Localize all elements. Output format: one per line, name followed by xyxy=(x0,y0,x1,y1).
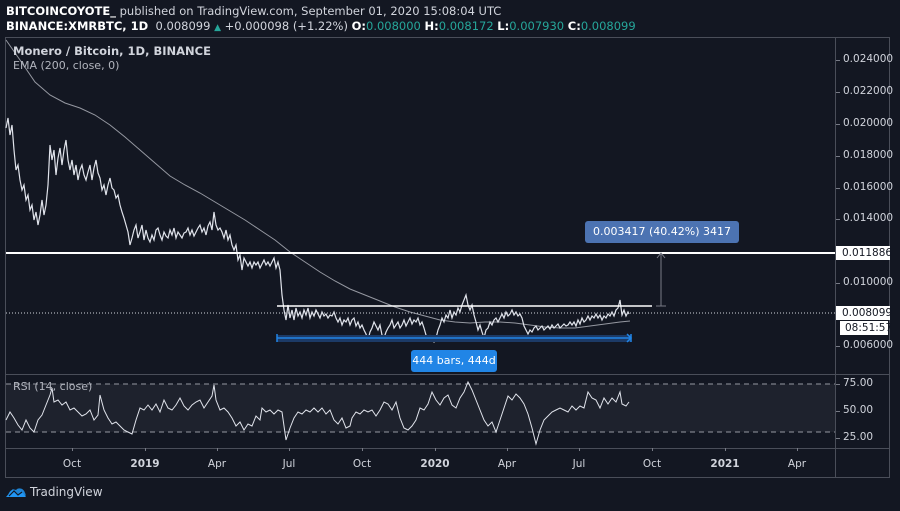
published-text: published on TradingView.com, September … xyxy=(119,4,502,18)
time-axis-separator xyxy=(5,448,890,449)
time-label: Oct xyxy=(642,458,662,470)
author-name[interactable]: BITCOINCOYOTE_ xyxy=(6,4,116,18)
series-legend[interactable]: Monero / Bitcoin, 1D, BINANCE xyxy=(13,44,211,58)
time-label: Jul xyxy=(282,458,296,470)
close-label: C: xyxy=(567,19,581,33)
symbol-info: BINANCE:XMRBTC, 1D 0.008099 ▲ +0.000098 … xyxy=(6,19,636,33)
symbol-label: BINANCE:XMRBTC, 1D xyxy=(6,19,149,33)
price-tick: 0.014000 xyxy=(836,212,893,224)
high-label: H: xyxy=(424,19,439,33)
price-tick: 0.024000 xyxy=(836,53,893,65)
price-tick: 0.016000 xyxy=(836,181,893,193)
low-label: L: xyxy=(497,19,510,33)
time-label: 2021 xyxy=(710,458,740,470)
time-label: Apr xyxy=(787,458,807,470)
resistance-price-label: 0.011886 xyxy=(836,246,892,260)
low-value: 0.007930 xyxy=(509,19,565,33)
price-tick: 0.020000 xyxy=(836,117,893,129)
current-price-label: 0.008099 xyxy=(836,306,892,320)
rsi-tick: 25.00 xyxy=(836,431,890,443)
price-tick: 0.010000 xyxy=(836,276,893,288)
open-value: 0.008000 xyxy=(366,19,421,33)
price-tick: 0.018000 xyxy=(836,149,893,161)
up-arrow-icon: ▲ xyxy=(214,23,221,33)
time-label: Oct xyxy=(62,458,82,470)
time-label: Oct xyxy=(352,458,372,470)
rsi-legend[interactable]: RSI (14, close) xyxy=(13,380,93,393)
tradingview-logo[interactable]: TradingView xyxy=(5,485,103,499)
close-value: 0.008099 xyxy=(580,19,636,33)
price-tick: 0.022000 xyxy=(836,85,893,97)
price-tick: 0.006000 xyxy=(836,339,893,351)
price-range-measure-label[interactable]: 0.003417 (40.42%) 3417 xyxy=(585,221,739,243)
date-range-measure-label[interactable]: 444 bars, 444d xyxy=(411,350,497,372)
rsi-tick: 75.00 xyxy=(836,377,890,389)
rsi-tick: 50.00 xyxy=(836,404,890,416)
ema-line xyxy=(5,39,631,329)
publish-info: BITCOINCOYOTE_ published on TradingView.… xyxy=(6,4,501,18)
high-value: 0.008172 xyxy=(438,19,494,33)
tradingview-cloud-icon xyxy=(6,488,26,497)
ema-legend[interactable]: EMA (200, close, 0) xyxy=(13,59,120,72)
time-label: Apr xyxy=(497,458,517,470)
price-change: +0.000098 (+1.22%) xyxy=(224,19,348,33)
time-label: Apr xyxy=(207,458,227,470)
bar-countdown: 08:51:57 xyxy=(840,321,892,335)
time-label: 2020 xyxy=(420,458,450,470)
tradingview-brand: TradingView xyxy=(30,485,103,499)
pane-separator[interactable] xyxy=(5,374,890,375)
open-label: O: xyxy=(351,19,366,33)
last-price: 0.008099 xyxy=(155,19,211,33)
time-label: 2019 xyxy=(130,458,160,470)
time-label: Jul xyxy=(572,458,586,470)
price-axis-border xyxy=(835,37,836,478)
price-series xyxy=(5,117,630,344)
rsi-line xyxy=(5,380,630,446)
